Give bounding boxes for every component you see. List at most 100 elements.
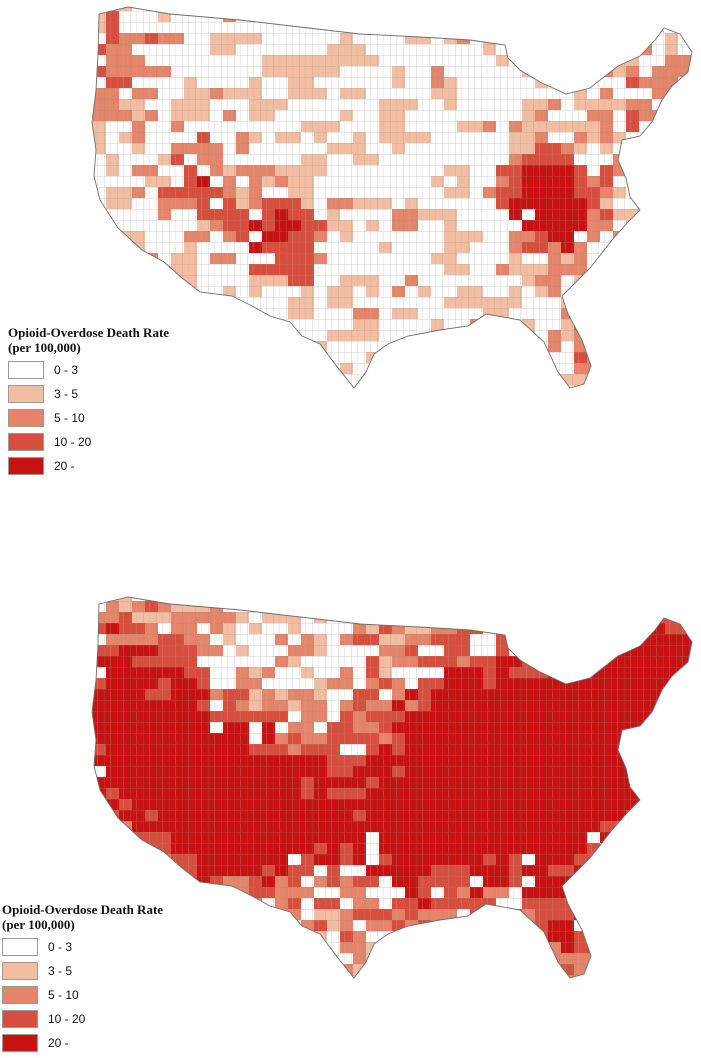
- county-cell: [652, 744, 678, 755]
- county-cell: [691, 597, 692, 601]
- county-cell: [626, 865, 639, 876]
- county-cell: [613, 931, 626, 942]
- county-cell: [600, 352, 613, 363]
- legend-label: 10 - 20: [54, 435, 92, 449]
- county-cell: [509, 33, 535, 44]
- county-cell: [587, 66, 600, 77]
- county-cell: [93, 854, 119, 876]
- county-cell: [626, 363, 639, 385]
- county-cell: [639, 286, 665, 308]
- county-cell: [457, 975, 470, 978]
- county-cell: [691, 722, 692, 733]
- county-cell: [366, 597, 379, 601]
- county-cell: [184, 986, 197, 990]
- county-cell: [431, 597, 457, 601]
- county-cell: [639, 832, 652, 843]
- legend-label: 0 - 3: [54, 363, 79, 377]
- county-cell: [457, 953, 470, 964]
- county-cell: [626, 154, 652, 165]
- county-cell: [340, 601, 366, 612]
- county-cell: [483, 22, 496, 44]
- county-cell: [613, 975, 626, 978]
- county-cell: [639, 843, 652, 854]
- county-cell: [665, 198, 691, 209]
- county-cell: [483, 612, 509, 623]
- county-cell: [184, 7, 197, 11]
- county-cell: [587, 634, 600, 645]
- county-cell: [496, 909, 522, 920]
- county-cell: [691, 766, 692, 788]
- legend-1: Opioid-Overdose Death Rate (per 100,000)…: [8, 325, 169, 481]
- county-cell: [665, 777, 678, 799]
- county-cell: [106, 832, 119, 854]
- county-cell: [92, 755, 93, 766]
- county-cell: [665, 689, 691, 700]
- county-cell: [288, 986, 314, 990]
- legend-title-line1: Opioid-Overdose Death Rate: [2, 902, 164, 917]
- county-cell: [561, 623, 587, 645]
- county-cell: [275, 920, 288, 931]
- county-cell: [665, 165, 678, 176]
- county-cell: [678, 597, 691, 612]
- county-cell: [587, 876, 613, 887]
- county-cell: [431, 11, 457, 22]
- county-cell: [652, 766, 665, 788]
- county-cell: [249, 374, 262, 385]
- county-cell: [457, 920, 470, 931]
- county-cell: [327, 975, 353, 978]
- county-cell: [158, 7, 171, 11]
- county-cell: [301, 986, 314, 990]
- county-cell: [691, 832, 692, 843]
- county-cell: [639, 964, 652, 975]
- county-cell: [444, 597, 470, 612]
- county-cell: [496, 374, 509, 385]
- county-cell: [626, 821, 639, 832]
- county-cell: [366, 601, 379, 612]
- county-cell: [678, 920, 692, 942]
- county-cell: [587, 330, 600, 341]
- county-cell: [483, 920, 509, 931]
- county-cell: [574, 876, 587, 887]
- county-cell: [249, 942, 262, 964]
- county-cell: [509, 964, 522, 975]
- county-cell: [626, 612, 639, 623]
- county-cell: [678, 909, 691, 931]
- map-panel-1: Opioid-Overdose Death Rate (per 100,000)…: [0, 0, 701, 500]
- county-cell: [470, 964, 483, 975]
- county-cell: [275, 11, 301, 22]
- county-cell: [340, 597, 353, 601]
- county-cell: [249, 931, 262, 953]
- legend-label: 20 -: [48, 1036, 69, 1050]
- legend-items-1: 0 - 3 3 - 5 5 - 10 10 - 20 20 -: [8, 361, 169, 481]
- county-cell: [288, 975, 314, 978]
- county-cell: [665, 986, 678, 990]
- legend-items-2: 0 - 3 3 - 5 5 - 10 10 - 20 20 -: [2, 938, 163, 1058]
- county-cell: [522, 22, 548, 33]
- county-cell: [184, 597, 210, 601]
- county-cell: [691, 898, 692, 909]
- county-cell: [561, 597, 587, 601]
- county-cell: [210, 597, 236, 601]
- county-cell: [223, 986, 236, 990]
- county-cell: [691, 876, 692, 887]
- legend-swatch: [2, 938, 38, 956]
- county-cell: [379, 612, 392, 623]
- county-cell: [691, 810, 692, 832]
- county-cell: [483, 986, 496, 990]
- county-cell: [92, 832, 93, 843]
- county-cell: [600, 920, 613, 931]
- county-cell: [613, 909, 626, 920]
- county-cell: [652, 975, 665, 978]
- county-cell: [236, 898, 249, 909]
- county-cell: [249, 986, 262, 990]
- us-county-choropleth-2: [91, 596, 693, 990]
- legend-label: 0 - 3: [48, 940, 73, 954]
- county-cell: [275, 341, 288, 352]
- county-cell: [652, 733, 665, 755]
- county-cell: [418, 942, 431, 953]
- county-cell: [92, 242, 93, 253]
- county-cell: [548, 601, 574, 612]
- legend-title-line1: Opioid-Overdose Death Rate: [8, 325, 170, 340]
- county-cell: [340, 986, 366, 990]
- county-cell: [184, 319, 210, 330]
